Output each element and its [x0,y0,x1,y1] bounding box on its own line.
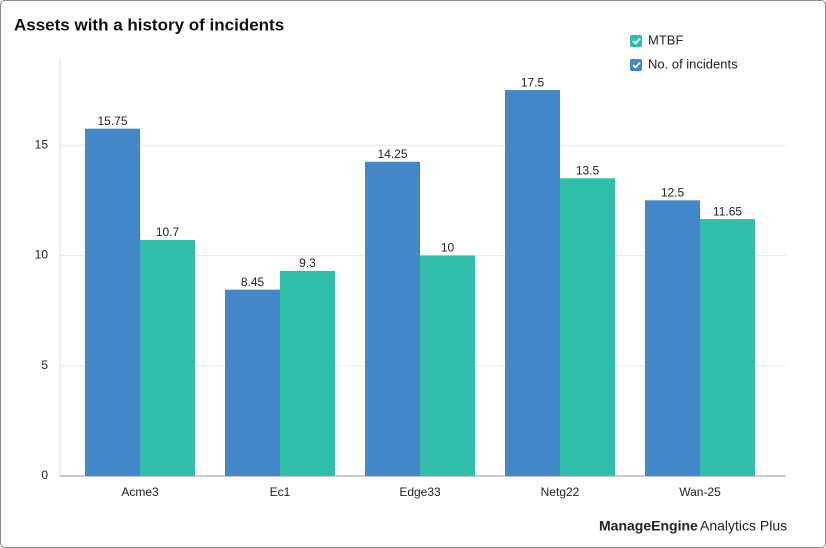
data-label: 12.5 [661,186,685,200]
bar [505,90,560,476]
bar [225,289,280,476]
y-tick-label: 15 [35,137,49,151]
brand-name: ManageEngine [599,518,698,534]
x-tick-label: Ec1 [270,485,291,499]
bar [645,200,700,476]
bar [140,240,195,476]
x-tick-label: Wan-25 [679,485,721,499]
data-label: 8.45 [241,275,265,289]
data-label: 13.5 [576,163,600,177]
bar [85,128,140,476]
data-label: 10.7 [156,225,180,239]
brand-product: Analytics Plus [700,518,787,534]
data-label: 14.25 [377,147,407,161]
bar [420,255,475,476]
bar [700,219,755,476]
legend-swatch [630,59,642,71]
data-label: 17.5 [521,75,545,89]
legend-label: No. of incidents [648,56,738,71]
legend-swatch [630,35,642,47]
y-tick-label: 5 [41,358,48,372]
bar [365,161,420,476]
y-tick-label: 0 [41,468,48,482]
x-tick-label: Edge33 [399,485,441,499]
data-label: 15.75 [97,114,127,128]
chart-title: Assets with a history of incidents [14,15,284,34]
bar [280,270,335,476]
x-tick-label: Netg22 [541,485,580,499]
legend-label: MTBF [648,32,683,47]
legend-check [632,61,641,69]
x-tick-label: Acme3 [121,485,159,499]
bar [560,178,615,476]
y-tick-label: 10 [35,248,49,262]
data-label: 10 [441,241,455,255]
data-label: 11.65 [713,204,742,218]
data-label: 9.3 [299,256,316,270]
legend-check [632,37,641,45]
